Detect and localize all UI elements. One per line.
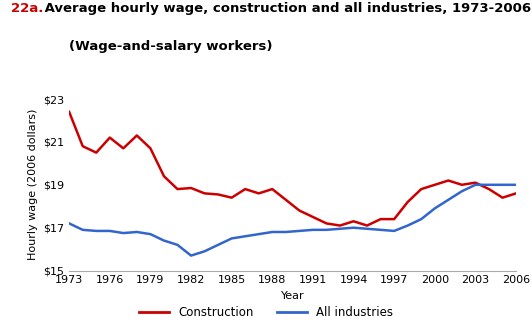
Construction xyxy=(120,147,127,150)
All industries xyxy=(337,227,343,231)
Construction xyxy=(255,191,262,195)
All industries xyxy=(269,230,276,234)
Construction xyxy=(310,215,316,219)
All industries xyxy=(323,228,330,232)
All industries xyxy=(188,254,194,258)
Construction xyxy=(445,179,452,182)
All industries xyxy=(147,232,154,236)
Construction xyxy=(404,200,411,204)
Text: 22a.: 22a. xyxy=(11,2,43,15)
All industries xyxy=(202,249,208,253)
Legend: Construction, All industries: Construction, All industries xyxy=(134,302,398,324)
Text: Average hourly wage, construction and all industries, 1973-2006: Average hourly wage, construction and al… xyxy=(40,2,531,15)
All industries xyxy=(282,230,289,234)
Construction xyxy=(269,187,276,191)
All industries xyxy=(513,183,519,187)
All industries xyxy=(228,236,235,240)
Line: Construction: Construction xyxy=(69,112,516,226)
Construction xyxy=(377,217,384,221)
All industries xyxy=(106,229,113,233)
Construction xyxy=(242,187,248,191)
All industries xyxy=(174,243,181,247)
Construction xyxy=(351,219,357,223)
Construction xyxy=(486,187,492,191)
Construction xyxy=(66,110,72,114)
All industries xyxy=(310,228,316,232)
All industries xyxy=(472,183,479,187)
All industries xyxy=(79,228,86,232)
All industries xyxy=(418,217,425,221)
Construction xyxy=(282,198,289,202)
Construction xyxy=(188,186,194,190)
Construction xyxy=(337,224,343,228)
All industries xyxy=(351,226,357,230)
Construction xyxy=(147,147,154,150)
Construction xyxy=(472,181,479,185)
All industries xyxy=(215,243,221,247)
Y-axis label: Hourly wage (2006 dollars): Hourly wage (2006 dollars) xyxy=(28,109,38,260)
Construction xyxy=(296,209,303,213)
X-axis label: Year: Year xyxy=(281,291,304,301)
Line: All industries: All industries xyxy=(69,185,516,256)
All industries xyxy=(296,229,303,233)
Construction xyxy=(459,183,465,187)
Construction xyxy=(79,144,86,148)
All industries xyxy=(391,229,397,233)
Construction xyxy=(174,187,181,191)
All industries xyxy=(404,224,411,228)
Construction xyxy=(323,221,330,225)
Construction xyxy=(93,151,99,155)
All industries xyxy=(459,189,465,193)
Construction xyxy=(134,134,140,138)
All industries xyxy=(134,230,140,234)
Construction xyxy=(228,196,235,200)
Construction xyxy=(215,192,221,196)
Construction xyxy=(364,224,370,228)
All industries xyxy=(377,228,384,232)
All industries xyxy=(364,227,370,231)
All industries xyxy=(255,232,262,236)
Construction xyxy=(500,196,506,200)
Construction xyxy=(418,187,425,191)
Construction xyxy=(106,136,113,140)
All industries xyxy=(500,183,506,187)
Construction xyxy=(202,191,208,195)
Text: (Wage-and-salary workers): (Wage-and-salary workers) xyxy=(69,40,273,52)
Construction xyxy=(513,191,519,195)
All industries xyxy=(120,231,127,235)
All industries xyxy=(66,221,72,225)
Construction xyxy=(431,183,438,187)
All industries xyxy=(161,239,167,243)
All industries xyxy=(486,183,492,187)
All industries xyxy=(242,234,248,238)
Construction xyxy=(161,174,167,178)
Construction xyxy=(391,217,397,221)
All industries xyxy=(431,207,438,211)
All industries xyxy=(445,198,452,202)
All industries xyxy=(93,229,99,233)
